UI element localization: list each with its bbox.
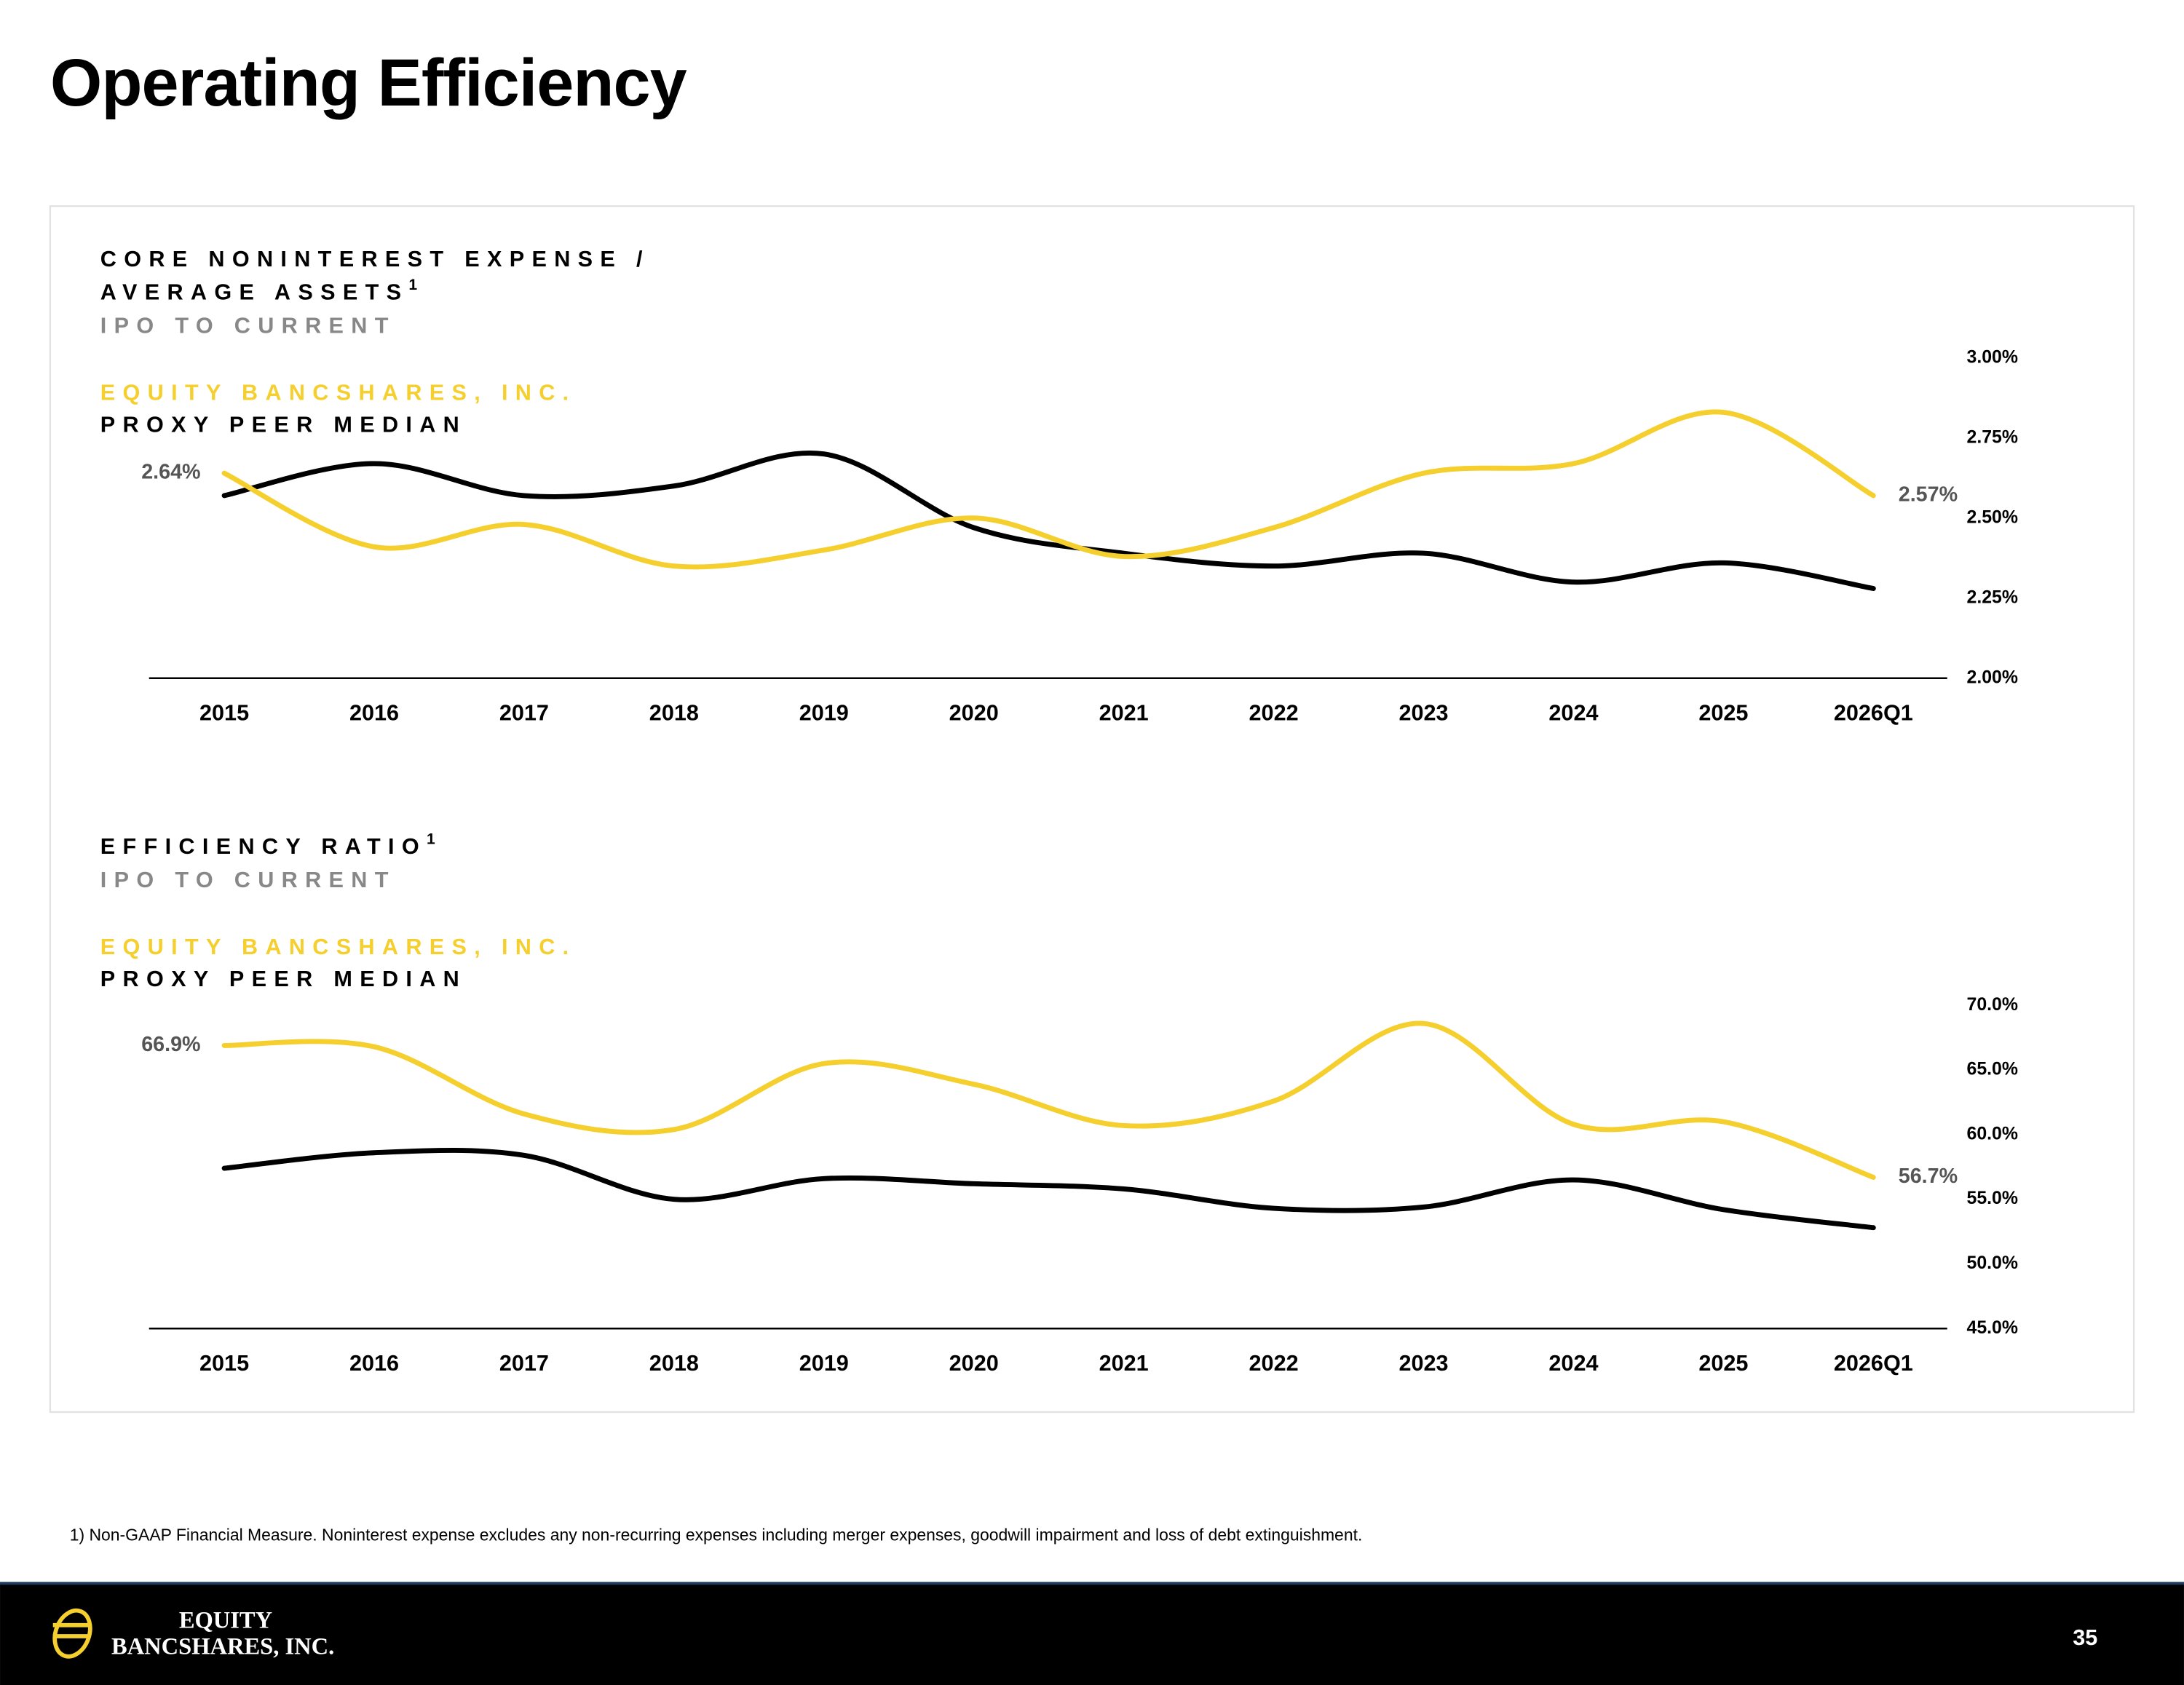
x-tick-label: 2017 bbox=[499, 701, 549, 726]
y-tick-label: 50.0% bbox=[1967, 1253, 2018, 1273]
data-label: 2.57% bbox=[1899, 483, 1958, 506]
y-tick-label: 2.00% bbox=[1967, 667, 2018, 687]
chart-title-line: AVERAGE ASSETS bbox=[100, 280, 409, 305]
footnote-marker: 1 bbox=[408, 277, 424, 293]
x-tick-label: 2024 bbox=[1548, 1351, 1598, 1376]
data-label: 56.7% bbox=[1899, 1165, 1958, 1188]
x-tick-label: 2019 bbox=[799, 701, 849, 726]
legend-label: PROXY PEER MEDIAN bbox=[100, 413, 467, 437]
logo-text: EQUITY bbox=[179, 1607, 272, 1633]
series-line bbox=[221, 1147, 1876, 1231]
page-title: Operating Efficiency bbox=[50, 46, 687, 120]
legend-label: EQUITY BANCSHARES, INC. bbox=[100, 935, 577, 959]
x-tick-label: 2025 bbox=[1698, 701, 1748, 726]
chart-title: EFFICIENCY RATIO1 bbox=[100, 830, 443, 859]
series-line bbox=[221, 409, 1876, 570]
x-tick-label: 2024 bbox=[1548, 701, 1598, 726]
x-tick-label: 2022 bbox=[1249, 701, 1299, 726]
x-tick-label: 2020 bbox=[949, 701, 999, 726]
legend-label: EQUITY BANCSHARES, INC. bbox=[100, 381, 577, 405]
x-tick-label: 2020 bbox=[949, 1351, 999, 1376]
logo-icon bbox=[52, 1608, 92, 1659]
y-tick-label: 60.0% bbox=[1967, 1123, 2018, 1143]
page-number: 35 bbox=[2073, 1625, 2097, 1650]
data-label: 2.64% bbox=[141, 461, 200, 484]
x-tick-label: 2021 bbox=[1099, 1351, 1149, 1376]
y-tick-label: 45.0% bbox=[1967, 1317, 2018, 1338]
chart-title-line: CORE NONINTEREST EXPENSE / bbox=[100, 247, 650, 271]
data-label: 66.9% bbox=[141, 1033, 200, 1056]
x-tick-label: 2023 bbox=[1398, 701, 1448, 726]
x-tick-label: 2019 bbox=[799, 1351, 849, 1376]
y-tick-label: 2.75% bbox=[1967, 427, 2018, 447]
y-tick-label: 65.0% bbox=[1967, 1059, 2018, 1079]
y-tick-label: 70.0% bbox=[1967, 994, 2018, 1015]
x-tick-label: 2017 bbox=[499, 1351, 549, 1376]
series-line bbox=[221, 451, 1876, 591]
x-tick-label: 2015 bbox=[199, 701, 249, 726]
footer-bar bbox=[0, 1582, 2184, 1685]
x-tick-label: 2025 bbox=[1698, 1351, 1748, 1376]
x-tick-label: 2018 bbox=[649, 1351, 699, 1376]
footnote-marker: 1 bbox=[427, 830, 443, 847]
y-tick-label: 2.25% bbox=[1967, 587, 2018, 607]
chart-title: AVERAGE ASSETS1 bbox=[100, 277, 425, 305]
x-tick-label: 2015 bbox=[199, 1351, 249, 1376]
y-tick-label: 55.0% bbox=[1967, 1188, 2018, 1208]
x-tick-label: 2016 bbox=[349, 701, 399, 726]
x-tick-label: 2021 bbox=[1099, 701, 1149, 726]
footnote: 1) Non-GAAP Financial Measure. Nonintere… bbox=[70, 1525, 1363, 1544]
x-tick-label: 2018 bbox=[649, 701, 699, 726]
x-tick-label: 2022 bbox=[1249, 1351, 1299, 1376]
chart-panel bbox=[49, 205, 2135, 1414]
chart-subtitle: IPO TO CURRENT bbox=[100, 868, 396, 892]
logo-text: BANCSHARES, INC. bbox=[111, 1634, 334, 1660]
x-tick-label: 2026Q1 bbox=[1834, 701, 1913, 726]
footer-rule bbox=[0, 1582, 2184, 1585]
x-tick-label: 2016 bbox=[349, 1351, 399, 1376]
x-tick-label: 2026Q1 bbox=[1834, 1351, 1913, 1376]
y-tick-label: 2.50% bbox=[1967, 507, 2018, 527]
series-line bbox=[221, 1020, 1876, 1180]
x-tick-label: 2023 bbox=[1398, 1351, 1448, 1376]
chart-title-line: EFFICIENCY RATIO bbox=[100, 834, 427, 859]
chart-subtitle: IPO TO CURRENT bbox=[100, 314, 396, 338]
y-tick-label: 3.00% bbox=[1967, 346, 2018, 367]
legend-label: PROXY PEER MEDIAN bbox=[100, 967, 467, 991]
chart-title: CORE NONINTEREST EXPENSE / bbox=[100, 247, 650, 271]
